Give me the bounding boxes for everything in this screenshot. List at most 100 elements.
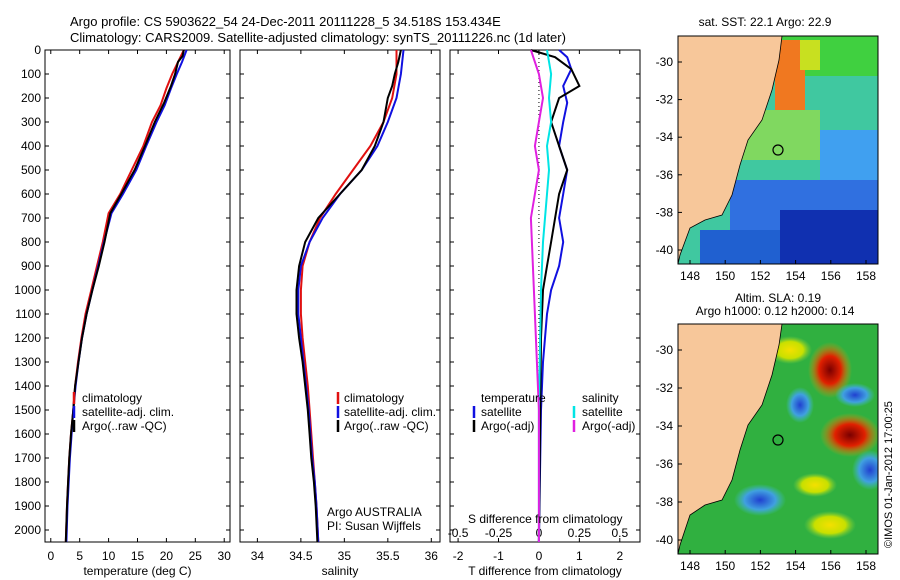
y-tick-label: 1800 [14,475,41,489]
map-x-tick-label: 156 [821,269,841,283]
map-x-tick-label: 158 [856,559,876,573]
x-tick-label: 35 [338,549,352,563]
x-tick-label: -1 [493,549,504,563]
x-tick-label: 1 [576,549,583,563]
map-y-tick-label: -32 [656,381,674,395]
map-y-tick-label: -30 [656,55,674,69]
sla-map-title-2: Argo h1000: 0.12 h2000: 0.14 [696,304,855,318]
sst-patch [800,40,820,70]
x-axis-label: T difference from climatology [468,564,622,578]
legend-label-sat: satellite-adj. clim. [82,405,174,419]
plot-frame [449,49,641,543]
x-tick-label: 0 [536,549,543,563]
salinity-legend: climatology satellite-adj. clim. Argo(..… [327,391,436,533]
sla-blob [804,511,856,539]
map-y-tick-label: -36 [656,168,674,182]
legend-label-argo: Argo(..raw -QC) [82,419,167,433]
sla-blob [786,387,814,423]
legend-label-sat: satellite-adj. clim. [344,405,436,419]
y-tick-label: 1700 [14,451,41,465]
x-tick-label: 36 [425,549,439,563]
annotation-line-2: PI: Susan Wijffels [327,519,421,533]
x-tick-label: 15 [131,549,145,563]
sla-blob [734,484,786,516]
y-tick-label: 0 [34,43,41,57]
x-tick-label: 5 [76,549,83,563]
legend-label-t-sat: satellite [481,405,522,419]
y-tick-label: 2000 [14,523,41,537]
map-y-tick-label: -40 [656,243,674,257]
sla-map-title-1: Altim. SLA: 0.19 [735,291,821,305]
s-tick-label: -0.25 [485,526,513,540]
map-x-tick-label: 152 [750,559,770,573]
map-x-tick-label: 148 [680,269,700,283]
y-tick-label: 200 [21,91,41,105]
map-x-tick-label: 154 [786,269,806,283]
y-tick-label: 100 [21,67,41,81]
y-tick-label: 800 [21,235,41,249]
y-tick-label: 900 [21,259,41,273]
series-line-sat [537,49,573,543]
plot-frame [239,49,441,543]
legend-label-argo: Argo(..raw -QC) [344,419,429,433]
sst-map: sat. SST: 22.1 Argo: 22.9 -30-32-34-36-3… [656,15,879,283]
y-tick-label: 700 [21,211,41,225]
x-axis-label: salinity [322,564,359,578]
map-y-tick-label: -36 [656,457,674,471]
y-tick-label: 1000 [14,283,41,297]
annotation-line-1: Argo AUSTRALIA [327,505,422,519]
sla-blob [835,383,875,407]
salinity-panel: 34 34.5 35 35.5 36 salinity [239,49,441,578]
s-tick-label: 0.25 [568,526,592,540]
sla-blob [793,473,837,497]
series-line-sat [297,49,405,543]
x-tick-label: 25 [189,549,203,563]
sla-map-frame [677,323,879,555]
credit-text: ©IMOS 01-Jan-2012 17:00:25 [883,401,895,548]
map-x-tick-label: 156 [821,559,841,573]
x-tick-label: 35.5 [376,549,400,563]
x-tick-label: 30 [218,549,232,563]
x-tick-label: -2 [453,549,464,563]
s-tick-label: -0.5 [448,526,469,540]
series-line-magenta [529,49,545,542]
sla-blob [808,342,852,398]
legend-label-clim: climatology [344,391,404,405]
y-tick-label: 1200 [14,331,41,345]
x-axis-label: temperature (deg C) [83,564,191,578]
map-x-tick-label: 150 [715,559,735,573]
difference-panel: -2 -1 0 1 2-0.5 -0.25 0 0.25 0.5T difference fro… [448,49,641,578]
plot-frame [44,49,231,543]
legend-label-clim: climatology [82,391,142,405]
y-tick-label: 300 [21,115,41,129]
series-line-cyan [537,49,553,542]
x-tick-label: 34 [251,549,265,563]
map-y-tick-label: -32 [656,93,674,107]
map-x-tick-label: 150 [715,269,735,283]
s-difference-label: S difference from climatology [468,512,623,526]
header-line-1: Argo profile: CS 5903622_54 24-Dec-2011 … [70,14,501,29]
map-y-tick-label: -40 [656,533,674,547]
temperature-panel: 0100200300400500600700800900100011001200… [14,43,231,578]
y-tick-label: 600 [21,187,41,201]
y-tick-label: 500 [21,163,41,177]
map-y-tick-label: -38 [656,205,674,219]
sst-patch [780,210,878,264]
series-line-sat [65,49,188,543]
y-tick-label: 1300 [14,355,41,369]
argo-position-marker [772,434,784,446]
difference-legend: temperature satellite Argo(-adj) salinit… [468,391,635,526]
temperature-legend: climatology satellite-adj. clim. Argo(..… [72,391,174,433]
s-tick-label: 0.5 [611,526,628,540]
legend-label-t-argo: Argo(-adj) [481,419,534,433]
map-x-tick-label: 154 [786,559,806,573]
x-tick-label: 10 [102,549,116,563]
x-tick-label: 0 [47,549,54,563]
map-x-tick-label: 158 [856,269,876,283]
series-line-clim [64,49,185,543]
y-tick-label: 1600 [14,427,41,441]
sla-map: Altim. SLA: 0.19 Argo h1000: 0.12 h2000:… [656,291,879,573]
y-tick-label: 1400 [14,379,41,393]
legend-label-s-sat: satellite [582,405,623,419]
legend-label-s-argo: Argo(-adj) [582,419,635,433]
